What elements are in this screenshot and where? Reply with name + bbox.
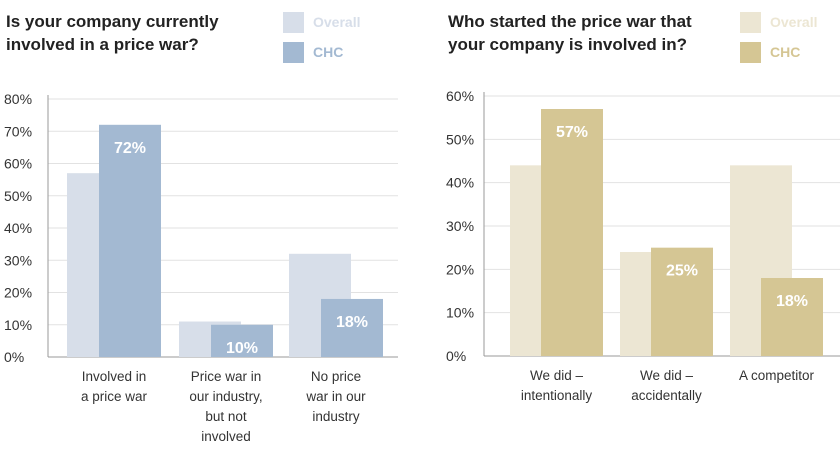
legend-label-overall: Overall bbox=[313, 14, 361, 30]
y-tick-label: 50% bbox=[446, 131, 474, 147]
y-tick-label: 70% bbox=[4, 123, 32, 139]
bar-chc bbox=[99, 124, 161, 357]
legend-swatch-overall bbox=[740, 12, 761, 33]
chart-panel-who-started: Who started the price war that your comp… bbox=[440, 0, 840, 455]
category-label: Price war in our industry, but not involved bbox=[189, 369, 262, 444]
category-label: No price war in our industry bbox=[305, 369, 366, 424]
y-tick-label: 80% bbox=[4, 91, 32, 107]
chart-panel-current-price-war: Is your company currently involved in a … bbox=[4, 12, 398, 444]
y-tick-label: 10% bbox=[4, 317, 32, 333]
y-tick-label: 60% bbox=[446, 88, 474, 104]
legend-swatch-chc bbox=[740, 42, 761, 63]
y-tick-label: 40% bbox=[446, 175, 474, 191]
y-tick-label: 30% bbox=[446, 218, 474, 234]
bar-chc bbox=[651, 247, 713, 356]
category-label: Involved in a price war bbox=[81, 369, 148, 404]
category-label: We did – accidentally bbox=[631, 368, 702, 403]
y-tick-label: 20% bbox=[446, 261, 474, 277]
bar-chc bbox=[761, 278, 823, 356]
data-label-chc: 10% bbox=[226, 340, 258, 357]
data-label-chc: 25% bbox=[666, 263, 698, 280]
legend-swatch-overall bbox=[283, 12, 304, 33]
data-label-chc: 18% bbox=[776, 293, 808, 310]
category-label: A competitor bbox=[739, 368, 815, 383]
legend-label-chc: CHC bbox=[313, 44, 344, 60]
data-label-chc: 72% bbox=[114, 140, 146, 157]
category-label: We did – intentionally bbox=[521, 368, 593, 403]
bar-chc bbox=[541, 109, 603, 356]
legend-label-overall: Overall bbox=[770, 14, 818, 30]
bar-chc bbox=[211, 324, 273, 357]
bar-chc bbox=[321, 298, 383, 357]
y-tick-label: 40% bbox=[4, 220, 32, 236]
y-tick-label: 50% bbox=[4, 188, 32, 204]
bar-chart-who-started: 0% 10% 20% 30% 40% 50% 60% 57% We did – intention… bbox=[446, 88, 840, 403]
y-tick-label: 0% bbox=[446, 348, 466, 364]
legend-swatch-chc bbox=[283, 42, 304, 63]
y-tick-label: 10% bbox=[446, 305, 474, 321]
y-tick-label: 20% bbox=[4, 285, 32, 301]
data-label-chc: 18% bbox=[336, 314, 368, 331]
y-tick-label: 30% bbox=[4, 252, 32, 268]
chart-title: Who started the price war that your comp… bbox=[448, 12, 692, 54]
data-label-chc: 57% bbox=[556, 124, 588, 141]
bar-chart-current-price-war: 0% 10% 20% 30% 40% 50% 60% 70% 80% 72% Involved in… bbox=[4, 91, 398, 444]
y-tick-label: 60% bbox=[4, 156, 32, 172]
y-tick-label: 0% bbox=[4, 349, 24, 365]
chart-title: Is your company currently involved in a … bbox=[6, 12, 219, 54]
legend-label-chc: CHC bbox=[770, 44, 801, 60]
